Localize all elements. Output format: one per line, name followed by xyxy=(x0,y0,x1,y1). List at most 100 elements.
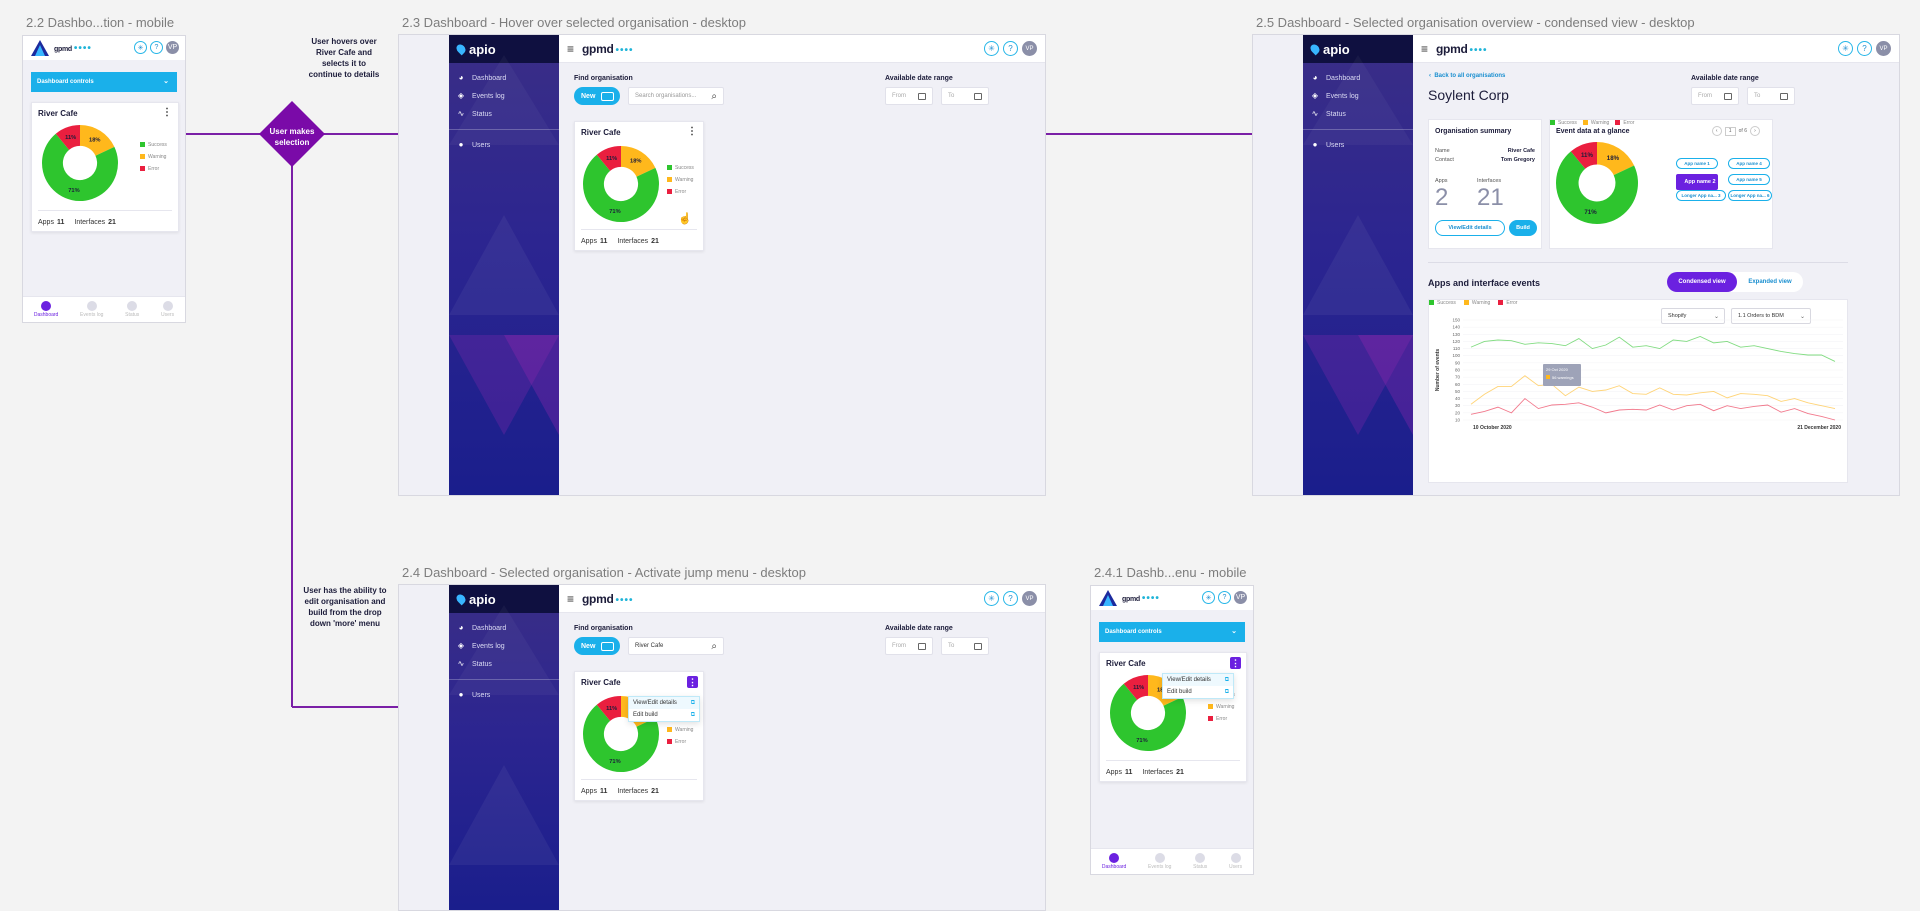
card-footer: Apps 11 Interfaces 21 xyxy=(581,788,659,795)
frame-title-2-5: 2.5 Dashboard - Selected organisation ov… xyxy=(1256,15,1695,30)
date-from-field[interactable]: From xyxy=(1691,87,1739,105)
back-link[interactable]: ‹ Back to all organisations xyxy=(1429,73,1506,79)
date-to-field[interactable]: To xyxy=(941,87,989,105)
app-chip[interactable]: App name 5 xyxy=(1728,174,1770,185)
settings-icon[interactable]: ✳ xyxy=(134,41,147,54)
help-icon[interactable]: ? xyxy=(1857,41,1872,56)
bottom-nav-status[interactable]: Status xyxy=(125,300,139,319)
donut-label: 11% xyxy=(606,156,617,162)
donut-legend: Success Warning Error xyxy=(667,162,694,198)
card-divider xyxy=(38,210,172,211)
sidebar-item-events[interactable]: ◈Events log xyxy=(449,87,559,105)
bottom-nav-status[interactable]: Status xyxy=(1193,852,1207,871)
sidebar: apio ◕Dashboard ◈Events log ∿Status ●Use… xyxy=(449,35,559,495)
menu-icon[interactable]: ≡ xyxy=(1421,41,1429,56)
app-chip[interactable]: App name 1 xyxy=(1676,158,1718,169)
dashboard-icon: ◕ xyxy=(1312,73,1318,82)
topbar-icons: ✳ ? VP xyxy=(984,41,1037,56)
sidebar-item-dashboard[interactable]: ◕ Dashboard xyxy=(1312,73,1361,82)
pulse-icon: ∿ xyxy=(457,659,465,668)
menu-edit-build[interactable]: Edit build ⧉ xyxy=(629,709,699,721)
org-card[interactable]: River Cafe ⋮ 18%71%11% Success Warning E… xyxy=(574,121,704,251)
dashboard-icon xyxy=(41,300,52,311)
glance-title: Event data at a glance xyxy=(1556,128,1630,135)
date-to-field[interactable]: To xyxy=(1747,87,1795,105)
more-icon[interactable]: ⋮ xyxy=(1230,657,1241,669)
sidebar: apio ◕Dashboard ◈Events log ∿Status ●Use… xyxy=(1303,35,1413,495)
sidebar-item-status[interactable]: ∿Status xyxy=(449,655,559,673)
settings-icon[interactable]: ✳ xyxy=(984,591,999,606)
org-card[interactable]: River Cafe ⋮ 18%71%11% Success Warning E… xyxy=(1099,652,1247,782)
org-card[interactable]: River Cafe ⋮ 18%71%11% Success Warning E… xyxy=(574,671,704,801)
condensed-view-tab[interactable]: Condensed view xyxy=(1667,272,1737,292)
avatar[interactable]: VP xyxy=(1022,591,1037,606)
help-icon[interactable]: ? xyxy=(1003,591,1018,606)
help-icon[interactable]: ? xyxy=(1003,41,1018,56)
avatar[interactable]: VP xyxy=(1022,41,1037,56)
bottom-nav-dashboard[interactable]: Dashboard xyxy=(1102,852,1126,871)
bottom-nav-events[interactable]: Events log xyxy=(1148,852,1171,871)
donut-label: 11% xyxy=(65,135,76,141)
bottom-nav-users[interactable]: Users xyxy=(161,300,174,319)
new-button[interactable]: New xyxy=(574,637,620,655)
sidebar-item-status[interactable]: ∿Status xyxy=(449,105,559,123)
date-to-field[interactable]: To xyxy=(941,637,989,655)
help-icon[interactable]: ? xyxy=(1218,591,1231,604)
more-icon[interactable]: ⋮ xyxy=(687,676,698,688)
summary-title: Organisation summary xyxy=(1435,128,1512,135)
date-from-field[interactable]: From xyxy=(885,87,933,105)
chart-tooltip: 29 Oct 2020 56 warnings xyxy=(1543,364,1581,386)
sidebar-item-users[interactable]: ●Users xyxy=(1303,136,1413,154)
app-chip[interactable]: Longer App na... 3 xyxy=(1676,190,1726,201)
menu-edit-build[interactable]: Edit build ⧉ xyxy=(1163,686,1233,698)
search-input[interactable]: River Cafe ⌕ xyxy=(628,637,724,655)
app-chip-selected[interactable]: App name 2 xyxy=(1676,174,1718,190)
menu-view-edit[interactable]: View/Edit details ⧉ xyxy=(629,697,699,709)
bottom-nav-events[interactable]: Events log xyxy=(80,300,103,319)
sidebar-item-users[interactable]: ●Users xyxy=(449,686,559,704)
more-icon[interactable]: ⋮ xyxy=(162,107,172,118)
sidebar-item-users[interactable]: ●Users xyxy=(449,136,559,154)
menu-icon[interactable]: ≡ xyxy=(567,41,575,56)
app-chip[interactable]: Longer App na... 6 xyxy=(1728,190,1772,201)
donut-label: 71% xyxy=(609,209,620,215)
settings-icon[interactable]: ✳ xyxy=(1838,41,1853,56)
build-button[interactable]: Build xyxy=(1509,220,1537,236)
sidebar-item-dashboard[interactable]: ◕ Dashboard xyxy=(458,623,507,632)
view-edit-button[interactable]: View/Edit details xyxy=(1435,220,1505,236)
sidebar-item-events[interactable]: ◈Events log xyxy=(1303,87,1413,105)
dashboard-controls-button[interactable]: Dashboard controls ⌄ xyxy=(1099,622,1245,642)
y-tick-label: 90 xyxy=(1455,360,1461,365)
next-icon[interactable]: › xyxy=(1750,126,1760,136)
new-button[interactable]: New xyxy=(574,87,620,105)
sidebar-item-dashboard[interactable]: ◕ Dashboard xyxy=(458,73,507,82)
legend-warning: Warning xyxy=(1463,300,1490,306)
org-summary-card: Organisation summary Name River Cafe Con… xyxy=(1428,119,1542,249)
app-chip[interactable]: App name 4 xyxy=(1728,158,1770,169)
menu-icon[interactable]: ≡ xyxy=(567,591,575,606)
sidebar-item-status[interactable]: ∿Status xyxy=(1303,105,1413,123)
donut-slice-success xyxy=(1110,683,1186,751)
org-card[interactable]: River Cafe ⋮ 18%71%11% Success Warning E… xyxy=(31,102,179,232)
expanded-view-tab[interactable]: Expanded view xyxy=(1748,279,1792,285)
search-input[interactable]: Search organisations... ⌕ xyxy=(628,87,724,105)
bottom-nav-dashboard[interactable]: Dashboard xyxy=(34,300,58,319)
legend-error: Error xyxy=(140,163,167,175)
avatar[interactable]: VP xyxy=(1234,591,1247,604)
help-icon[interactable]: ? xyxy=(150,41,163,54)
page-input[interactable]: 1 xyxy=(1724,126,1736,136)
menu-view-edit[interactable]: View/Edit details ⧉ xyxy=(1163,674,1233,686)
mobile-bottom-nav: Dashboard Events log Status Users xyxy=(23,296,185,322)
donut-label: 18% xyxy=(1607,155,1620,162)
prev-icon[interactable]: ‹ xyxy=(1711,126,1722,136)
sidebar-item-events[interactable]: ◈Events log xyxy=(449,637,559,655)
topbar-icons: ✳ ? VP xyxy=(1838,41,1891,56)
avatar[interactable]: VP xyxy=(1876,41,1891,56)
more-icon[interactable]: ⋮ xyxy=(687,126,697,137)
date-from-field[interactable]: From xyxy=(885,637,933,655)
bottom-nav-users[interactable]: Users xyxy=(1229,852,1242,871)
dashboard-controls-button[interactable]: Dashboard controls ⌄ xyxy=(31,72,177,92)
settings-icon[interactable]: ✳ xyxy=(1202,591,1215,604)
avatar[interactable]: VP xyxy=(166,41,179,54)
settings-icon[interactable]: ✳ xyxy=(984,41,999,56)
